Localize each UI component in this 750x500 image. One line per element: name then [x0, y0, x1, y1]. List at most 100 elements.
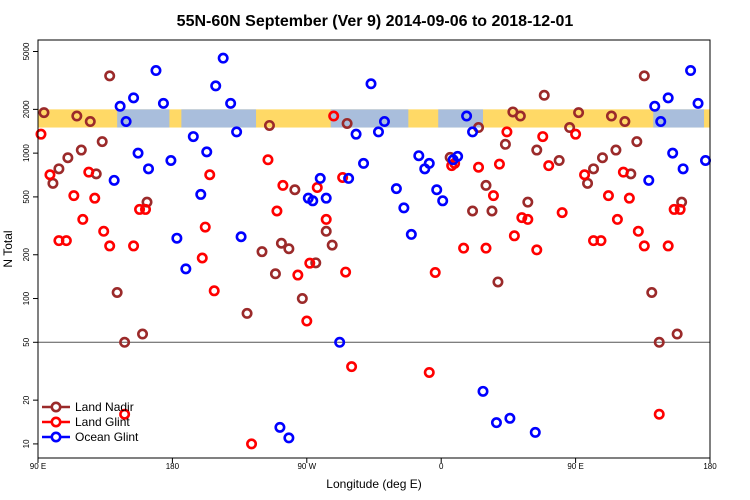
point-land-glint [653, 408, 665, 420]
point-ocean-glint [307, 195, 319, 207]
y-tick-label: 20 [22, 395, 31, 404]
y-axis: 10 20 50 100 200 500 1000 2000 5000 [22, 42, 38, 448]
point-land-glint [134, 203, 146, 215]
point-land-nadir [486, 205, 498, 217]
point-ocean-glint [350, 128, 362, 140]
y-tick-label: 5000 [22, 42, 31, 60]
point-land-glint [292, 269, 304, 281]
point-ocean-glint [334, 336, 346, 348]
point-land-nadir [671, 328, 683, 340]
point-land-glint [458, 242, 470, 254]
point-land-nadir [610, 144, 622, 156]
point-land-glint [423, 366, 435, 378]
x-tick-label: 90 W [297, 462, 316, 471]
point-land-nadir [326, 239, 338, 251]
point-land-glint [340, 266, 352, 278]
point-land-nadir [480, 179, 492, 191]
point-land-glint [301, 315, 313, 327]
point-land-glint [89, 192, 101, 204]
point-land-nadir [646, 287, 658, 299]
point-land-glint [579, 169, 591, 181]
point-ocean-glint [187, 131, 199, 143]
point-land-glint [611, 213, 623, 225]
point-land-nadir [596, 152, 608, 164]
point-ocean-glint [437, 195, 449, 207]
point-land-nadir [71, 110, 83, 122]
land-ocean-band [38, 109, 710, 128]
point-land-glint [556, 207, 568, 219]
legend-label: Ocean Glint [75, 430, 139, 444]
point-ocean-glint [372, 126, 384, 138]
point-ocean-glint [114, 100, 126, 112]
point-land-glint [662, 240, 674, 252]
point-land-glint [508, 230, 520, 242]
y-tick-label: 50 [22, 337, 31, 346]
point-ocean-glint [390, 183, 402, 195]
point-ocean-glint [128, 92, 140, 104]
point-land-nadir [47, 177, 59, 189]
point-ocean-glint [477, 385, 489, 397]
point-land-glint [617, 166, 629, 178]
point-land-nadir [111, 287, 123, 299]
point-ocean-glint [210, 80, 222, 92]
legend-marker [50, 416, 62, 428]
point-land-nadir [341, 117, 353, 129]
point-ocean-glint [132, 147, 144, 159]
point-land-glint [119, 408, 131, 420]
point-ocean-glint [378, 116, 390, 128]
point-land-glint [602, 190, 614, 202]
point-ocean-glint [120, 116, 132, 128]
point-ocean-glint [490, 417, 502, 429]
point-ocean-glint [529, 426, 541, 438]
point-land-glint [271, 205, 283, 217]
point-land-glint [337, 171, 349, 183]
point-land-glint [623, 192, 635, 204]
point-land-glint [346, 361, 358, 373]
point-land-nadir [653, 336, 665, 348]
point-land-nadir [296, 293, 308, 305]
point-ocean-glint [405, 228, 417, 240]
point-ocean-glint [171, 232, 183, 244]
point-land-glint [208, 285, 220, 297]
point-land-nadir [499, 138, 511, 150]
point-land-glint [501, 126, 513, 138]
point-land-nadir [564, 122, 576, 134]
point-land-nadir [553, 154, 565, 166]
point-land-nadir [588, 163, 600, 175]
point-ocean-glint [423, 157, 435, 169]
plot-points [35, 52, 712, 450]
ocean-band-segment [438, 109, 484, 128]
y-tick-label: 500 [22, 190, 31, 204]
point-land-nadir [283, 243, 295, 255]
point-ocean-glint [662, 92, 674, 104]
point-land-nadir [605, 110, 617, 122]
point-land-glint [537, 131, 549, 143]
point-land-nadir [75, 144, 87, 156]
point-land-glint [516, 212, 528, 224]
point-land-glint [632, 225, 644, 237]
point-ocean-glint [655, 116, 667, 128]
point-ocean-glint [217, 52, 229, 64]
point-land-glint [204, 169, 216, 181]
point-land-nadir [275, 237, 287, 249]
point-ocean-glint [180, 263, 192, 275]
point-land-nadir [638, 70, 650, 82]
point-ocean-glint [365, 78, 377, 90]
point-ocean-glint [504, 412, 516, 424]
point-ocean-glint [314, 172, 326, 184]
point-land-glint [638, 240, 650, 252]
point-land-nadir [119, 336, 131, 348]
legend-marker [50, 401, 62, 413]
point-ocean-glint [195, 188, 207, 200]
point-land-glint [543, 160, 555, 172]
y-tick-label: 1000 [22, 144, 31, 162]
point-land-glint [595, 235, 607, 247]
x-tick-label: 0 [439, 462, 444, 471]
point-land-nadir [263, 119, 275, 131]
point-land-nadir [467, 205, 479, 217]
point-ocean-glint [358, 157, 370, 169]
point-ocean-glint [467, 126, 479, 138]
point-land-glint [328, 110, 340, 122]
